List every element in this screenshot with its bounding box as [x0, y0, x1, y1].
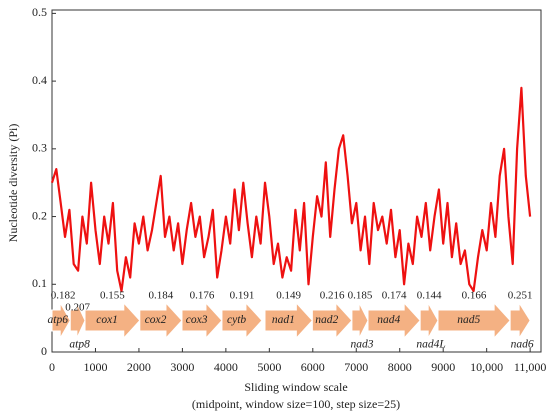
gene-arrow — [419, 301, 439, 340]
y-tick-label: 0.4 — [32, 73, 47, 87]
gene-name: cox1 — [96, 314, 118, 326]
y-tick-label: 0.2 — [32, 208, 47, 222]
gene-arrow — [51, 301, 71, 340]
gene-name: cytb — [227, 314, 246, 326]
gene-name: nad4 — [377, 314, 400, 326]
x-axis-label: Sliding window scale — [244, 380, 347, 394]
gene-name: nad2 — [315, 314, 338, 326]
gene-pi: 0.149 — [276, 290, 301, 302]
y-tick-label: 0.5 — [32, 5, 47, 19]
gene-name: nad1 — [272, 314, 295, 326]
gene-pi: 0.174 — [382, 290, 407, 302]
gene-name: atp6 — [48, 314, 69, 326]
gene-pi: 0.166 — [462, 290, 487, 302]
x-tick-label: 6000 — [301, 360, 325, 374]
gene-arrow — [351, 302, 369, 339]
gene-arrow — [139, 301, 183, 340]
gene-arrow — [221, 301, 263, 340]
y-tick-label: 0 — [41, 344, 47, 358]
y-tick-label: 0.3 — [32, 141, 47, 155]
y-axis-label: Nucleotide diversity (Pi) — [6, 124, 20, 243]
gene-pi: 0.251 — [508, 290, 533, 302]
x-axis-note: (midpoint, window size=100, step size=25… — [192, 397, 400, 411]
x-tick-label: 1000 — [83, 360, 107, 374]
y-tick-label: 0.1 — [32, 276, 47, 290]
data-line — [50, 86, 532, 293]
x-tick-label: 3000 — [170, 360, 194, 374]
x-tick-label: 5000 — [257, 360, 281, 374]
gene-pi: 0.216 — [320, 290, 345, 302]
gene-name: nad3 — [350, 339, 373, 351]
gene-arrow — [181, 301, 223, 340]
x-tick-label: 10,000 — [470, 360, 503, 374]
gene-pi: 0.176 — [190, 290, 215, 302]
gene-arrow — [311, 301, 353, 340]
x-tick-label: 7000 — [344, 360, 368, 374]
x-tick-label: 4000 — [214, 360, 238, 374]
gene-name: nad6 — [511, 339, 534, 351]
x-tick-label: 11,000 — [514, 360, 547, 374]
gene-name: cox3 — [186, 314, 208, 326]
gene-arrow — [437, 301, 511, 340]
gene-arrow — [367, 301, 421, 340]
gene-pi: 0.207 — [65, 302, 90, 314]
gene-name: nad5 — [457, 314, 480, 326]
gene-arrow — [84, 301, 141, 340]
gene-pi: 0.185 — [348, 290, 373, 302]
gene-pi: 0.191 — [230, 290, 255, 302]
gene-arrow — [69, 302, 86, 339]
gene-pi: 0.182 — [51, 290, 76, 302]
x-tick-label: 0 — [49, 360, 55, 374]
gene-pi: 0.144 — [417, 290, 442, 302]
gene-name: cox2 — [145, 314, 167, 326]
gene-arrow — [264, 301, 314, 340]
gene-name: nad4L — [416, 339, 445, 351]
x-tick-label: 2000 — [127, 360, 151, 374]
gene-pi: 0.155 — [100, 290, 125, 302]
x-tick-label: 9000 — [431, 360, 455, 374]
x-tick-label: 8000 — [388, 360, 412, 374]
gene-name: atp8 — [69, 339, 90, 351]
gene-pi: 0.184 — [149, 290, 174, 302]
gene-arrow — [509, 301, 531, 340]
